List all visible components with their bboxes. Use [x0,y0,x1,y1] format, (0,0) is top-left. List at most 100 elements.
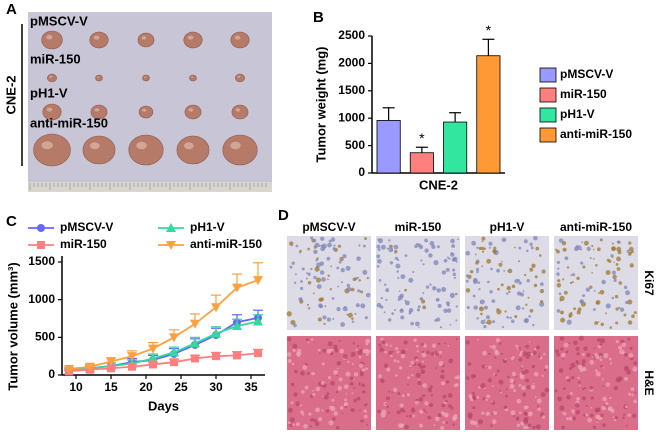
cell [306,272,308,274]
cell [412,414,416,418]
cell [347,312,353,318]
cell [305,277,308,280]
cell [471,240,477,246]
tumor [82,135,116,165]
cell [320,381,325,385]
legend-marker [166,223,176,232]
cell [483,324,487,329]
cell [501,237,507,243]
cell [521,370,526,375]
cell [294,273,297,276]
cell [472,294,476,298]
cell [526,279,530,283]
cell [581,352,586,357]
cell [481,364,486,369]
cell [332,417,336,421]
cell [600,413,604,418]
cell [508,290,511,294]
cell [441,270,447,275]
cell [523,411,528,416]
cell [332,247,336,251]
cell [430,351,435,356]
cell [563,342,569,348]
cell [357,349,363,355]
cell [329,405,333,410]
cell [568,416,573,421]
tumor-highlight [237,75,241,78]
cell [599,358,603,362]
cell [535,424,541,430]
cell [505,388,508,391]
cell [618,281,623,285]
cell [338,339,341,342]
cell [345,265,351,271]
cell [349,381,354,386]
cell [558,368,564,373]
cell [485,315,491,320]
cell [586,352,591,358]
cell [438,350,443,354]
cell [339,256,344,262]
cell [393,387,398,392]
cell [634,391,637,394]
cell [519,374,525,380]
cell [362,349,367,354]
cell [605,382,610,387]
cell [325,409,330,413]
cell [398,290,401,292]
cell [528,315,531,318]
cell [574,402,580,408]
cell [290,382,295,387]
cell [342,306,348,312]
cell [556,283,562,288]
error-bar [482,38,495,56]
cell [446,308,452,313]
cell [616,267,621,271]
cell [302,364,308,370]
cell [305,338,309,342]
cell [312,392,316,397]
cell [330,381,335,386]
legend-marker [37,241,45,249]
cell [599,289,605,295]
cell [440,374,445,379]
cell [403,340,408,345]
cell [507,375,510,379]
cell [529,267,534,272]
cell [465,274,469,278]
cell [510,410,516,416]
point [148,344,158,354]
error-bar [382,107,395,121]
cell [445,399,448,403]
cell [418,244,424,250]
cell [560,310,564,315]
cell [491,413,494,416]
tumor-highlight [41,141,53,150]
cell [488,241,493,246]
cell [392,350,394,353]
cell [491,385,494,387]
cell [558,292,562,296]
cell [447,303,450,307]
cell [589,359,595,365]
cell [422,305,427,310]
cell [595,369,598,373]
cell [581,359,586,364]
cell [579,299,585,304]
cell [399,403,404,408]
cell [515,305,521,311]
tumor-highlight [142,108,147,112]
cell [393,244,399,250]
y-tick-label: 1000 [338,110,365,124]
cell [486,280,490,284]
cell [329,288,332,291]
cell [479,307,482,310]
cell [453,383,458,388]
cell [503,269,506,272]
cell [529,242,533,246]
cell [490,424,493,427]
cell [493,246,497,250]
line [68,279,259,370]
cell [362,269,368,275]
tumor [230,31,250,49]
